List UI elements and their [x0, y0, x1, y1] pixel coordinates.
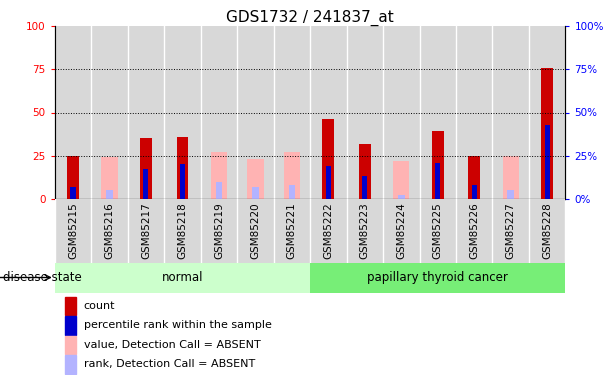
Bar — [128, 199, 164, 262]
Bar — [237, 26, 274, 199]
Bar — [310, 26, 347, 199]
Text: percentile rank within the sample: percentile rank within the sample — [84, 321, 272, 330]
Bar — [435, 162, 440, 199]
Bar — [322, 119, 334, 199]
Text: GSM85216: GSM85216 — [105, 202, 114, 259]
Bar — [237, 199, 274, 262]
Bar — [55, 262, 310, 292]
Bar — [420, 199, 456, 262]
Bar — [508, 190, 514, 199]
Bar — [180, 164, 185, 199]
Bar — [492, 26, 529, 199]
Text: GSM85223: GSM85223 — [360, 202, 370, 259]
Bar — [529, 199, 565, 262]
Bar — [176, 136, 188, 199]
Text: GSM85218: GSM85218 — [178, 202, 187, 259]
Bar — [492, 199, 529, 262]
Text: GSM85220: GSM85220 — [250, 202, 260, 259]
Bar — [326, 166, 331, 199]
Text: GSM85228: GSM85228 — [542, 202, 552, 259]
Bar — [210, 152, 227, 199]
Bar — [283, 152, 300, 199]
Bar — [383, 199, 420, 262]
Text: GSM85215: GSM85215 — [68, 202, 78, 259]
Bar — [468, 156, 480, 199]
Bar — [456, 26, 492, 199]
Text: rank, Detection Call = ABSENT: rank, Detection Call = ABSENT — [84, 360, 255, 369]
Bar — [359, 144, 371, 199]
Bar — [545, 124, 550, 199]
Bar — [310, 262, 565, 292]
Bar — [164, 199, 201, 262]
Bar — [347, 199, 383, 262]
Text: GSM85225: GSM85225 — [433, 202, 443, 259]
Bar — [472, 185, 477, 199]
Bar — [393, 161, 409, 199]
Bar — [55, 199, 91, 262]
Bar — [274, 26, 310, 199]
Bar — [140, 138, 152, 199]
Bar — [106, 190, 112, 199]
Bar — [310, 199, 347, 262]
Text: GSM85227: GSM85227 — [506, 202, 516, 259]
Bar — [67, 156, 79, 199]
Bar — [71, 187, 75, 199]
Bar — [420, 26, 456, 199]
Title: GDS1732 / 241837_at: GDS1732 / 241837_at — [226, 10, 394, 26]
Bar — [383, 26, 420, 199]
Text: GSM85226: GSM85226 — [469, 202, 479, 259]
Bar — [252, 187, 258, 199]
Bar — [164, 26, 201, 199]
Bar — [247, 159, 263, 199]
Bar — [143, 170, 148, 199]
Bar — [274, 199, 310, 262]
Text: value, Detection Call = ABSENT: value, Detection Call = ABSENT — [84, 340, 261, 350]
Text: count: count — [84, 301, 116, 311]
Bar — [289, 185, 295, 199]
Text: GSM85222: GSM85222 — [323, 202, 333, 259]
Bar — [65, 297, 76, 315]
Bar — [432, 132, 444, 199]
Bar — [128, 26, 164, 199]
Bar — [91, 199, 128, 262]
Bar — [529, 26, 565, 199]
Bar — [541, 68, 553, 199]
Bar — [347, 26, 383, 199]
Bar — [65, 355, 76, 374]
Bar — [502, 156, 519, 199]
Text: GSM85219: GSM85219 — [214, 202, 224, 259]
Bar — [201, 26, 237, 199]
Bar — [398, 195, 404, 199]
Bar — [65, 336, 76, 354]
Bar — [362, 176, 367, 199]
Text: papillary thyroid cancer: papillary thyroid cancer — [367, 271, 508, 284]
Bar — [456, 199, 492, 262]
Bar — [55, 26, 91, 199]
Bar — [216, 182, 222, 199]
Bar — [101, 158, 117, 199]
Text: disease state: disease state — [3, 271, 82, 284]
Bar — [201, 199, 237, 262]
Text: GSM85217: GSM85217 — [141, 202, 151, 259]
Text: GSM85221: GSM85221 — [287, 202, 297, 259]
Text: GSM85224: GSM85224 — [396, 202, 406, 259]
Bar — [91, 26, 128, 199]
Text: normal: normal — [162, 271, 203, 284]
Bar — [65, 316, 76, 335]
